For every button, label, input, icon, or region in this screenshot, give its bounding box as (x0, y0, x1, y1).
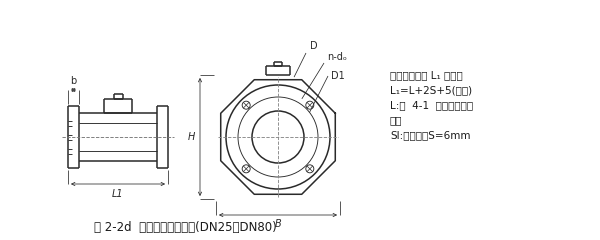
Text: L₁=L+2S+5(允差): L₁=L+2S+5(允差) (390, 85, 472, 95)
Text: 注：仪表长度 L₁ 含衬里: 注：仪表长度 L₁ 含衬里 (390, 70, 463, 80)
Text: 图 2-2d  一体型电磁流量计(DN25～DN80): 图 2-2d 一体型电磁流量计(DN25～DN80) (94, 221, 277, 234)
Text: L:表  4-1  中仪表理论长: L:表 4-1 中仪表理论长 (390, 100, 473, 110)
Text: n-dₒ: n-dₒ (327, 52, 347, 62)
Text: D: D (310, 41, 317, 51)
Text: Sl:接地环，S=6mm: Sl:接地环，S=6mm (390, 130, 470, 140)
Text: H: H (188, 132, 195, 142)
Text: B: B (275, 219, 281, 229)
Text: 度。: 度。 (390, 115, 403, 125)
Text: D1: D1 (331, 71, 345, 81)
Text: b: b (70, 76, 77, 86)
Text: L1: L1 (112, 189, 124, 199)
